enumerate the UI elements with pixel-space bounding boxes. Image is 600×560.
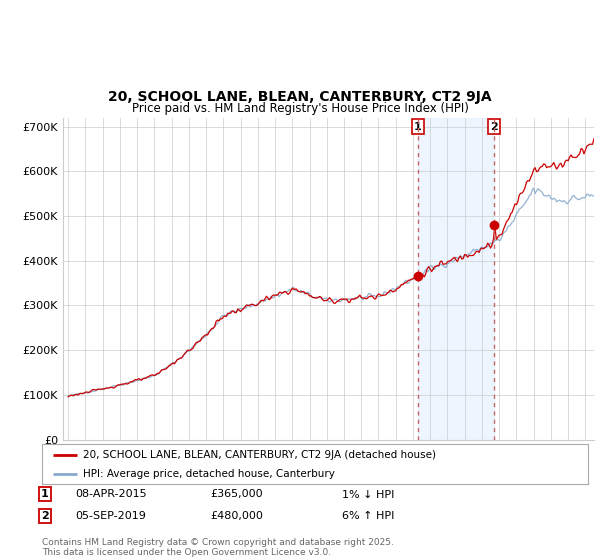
Text: 08-APR-2015: 08-APR-2015	[75, 489, 146, 500]
Text: 20, SCHOOL LANE, BLEAN, CANTERBURY, CT2 9JA (detached house): 20, SCHOOL LANE, BLEAN, CANTERBURY, CT2 …	[83, 450, 436, 460]
Text: HPI: Average price, detached house, Canterbury: HPI: Average price, detached house, Cant…	[83, 469, 335, 479]
Text: Price paid vs. HM Land Registry's House Price Index (HPI): Price paid vs. HM Land Registry's House …	[131, 102, 469, 115]
Text: £480,000: £480,000	[210, 511, 263, 521]
Text: 2: 2	[490, 122, 497, 132]
Text: 1: 1	[414, 122, 422, 132]
Text: 1: 1	[41, 489, 49, 500]
Text: 20, SCHOOL LANE, BLEAN, CANTERBURY, CT2 9JA: 20, SCHOOL LANE, BLEAN, CANTERBURY, CT2 …	[108, 90, 492, 104]
Text: Contains HM Land Registry data © Crown copyright and database right 2025.
This d: Contains HM Land Registry data © Crown c…	[42, 538, 394, 557]
Text: £365,000: £365,000	[210, 489, 263, 500]
Text: 2: 2	[41, 511, 49, 521]
Text: 1% ↓ HPI: 1% ↓ HPI	[342, 489, 394, 500]
Text: 6% ↑ HPI: 6% ↑ HPI	[342, 511, 394, 521]
Bar	[418, 118, 494, 440]
Text: 05-SEP-2019: 05-SEP-2019	[75, 511, 146, 521]
